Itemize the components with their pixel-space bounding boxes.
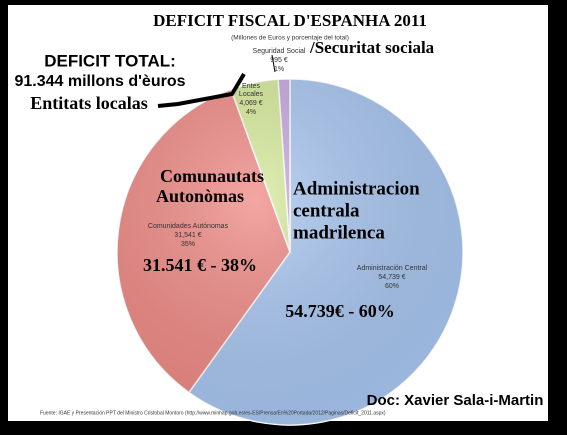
value-label: 54,739 € [378,274,405,281]
annotation: Doc: Xavier Sala-i-Martin [367,392,544,409]
annotation: Administracion [293,178,420,199]
value-label: 995 € [270,57,288,64]
annotation: Comunautats [160,166,264,186]
annotation: 54.739€ - 60% [285,301,395,321]
annotation: Autonòmas [156,186,244,206]
value-label: 31,541 € [174,232,201,239]
annotation: Entitats localas [30,93,148,113]
chart-title: DEFICIT FISCAL D'ESPANHA 2011 [153,11,427,30]
pie [116,78,464,426]
pointer-line [271,54,276,73]
percent-label: 4% [246,109,256,116]
percent-label: 60% [385,283,399,290]
annotation: /Securitat sociala [309,38,435,57]
slice-label: Entes Locales [239,83,264,98]
subtitle: (Millones de Euros y porcentaje del tota… [231,35,349,42]
pointer-line [157,72,246,108]
annotation: centrala [293,200,360,221]
annotation: 91.344 millons d'èuros [15,73,186,90]
value-label: 4,069 € [239,100,262,107]
slice-label: Administración Central [357,265,428,272]
slice-label: Seguridad Social [253,48,306,55]
percent-label: 35% [181,241,195,248]
slice-label: Comunidades Autónomas [148,223,229,230]
annotation: 31.541 € - 38% [143,255,257,275]
annotation: DEFICIT TOTAL: [44,51,176,70]
source: Fuente: IGAE y Presentación PPT del Mini… [40,410,386,416]
annotation: madrilenca [293,222,385,243]
percent-label: 1% [274,66,284,73]
